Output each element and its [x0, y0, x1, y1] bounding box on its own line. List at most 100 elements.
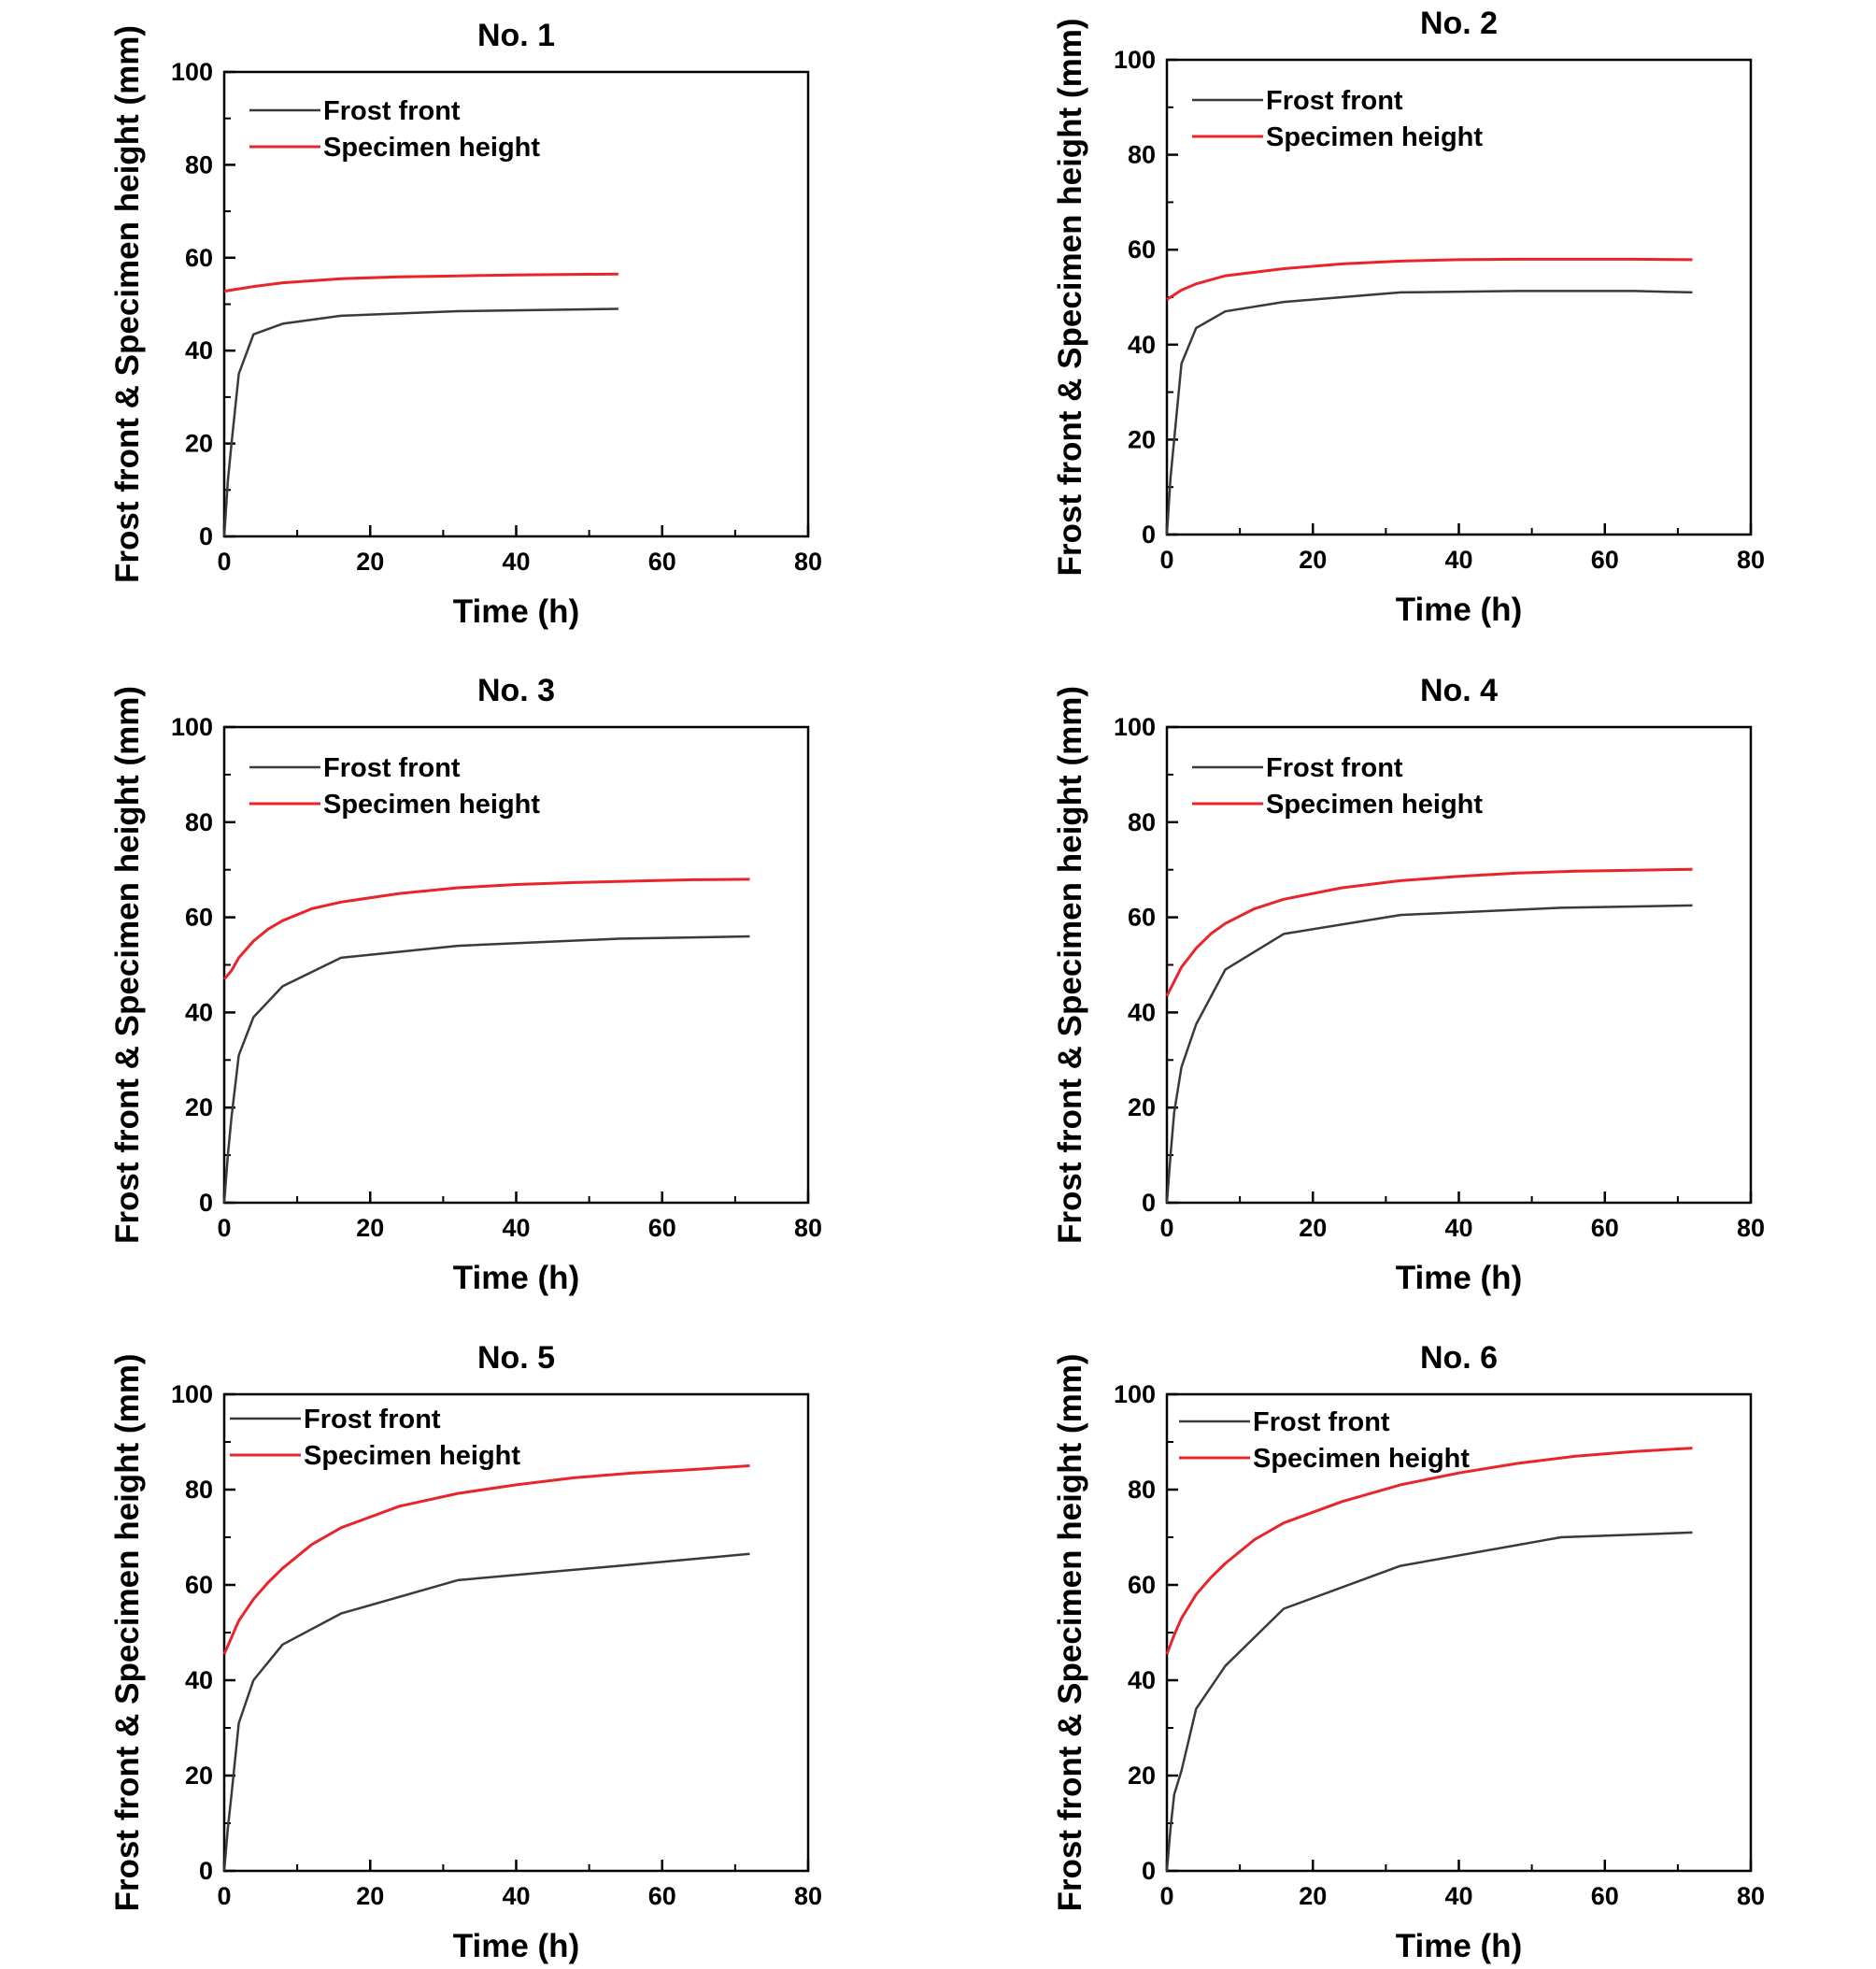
legend-label: Frost front: [323, 96, 461, 126]
x-tick-label: 20: [356, 1214, 384, 1242]
y-tick-label: 60: [1128, 904, 1156, 932]
x-tick-label: 40: [502, 548, 530, 576]
legend-label: Frost front: [1266, 86, 1403, 116]
y-tick-label: 80: [1128, 1476, 1156, 1504]
legend-label: Specimen height: [1266, 790, 1483, 820]
y-tick-label: 60: [185, 904, 213, 932]
x-tick-label: 60: [1591, 1214, 1619, 1242]
x-tick-label: 0: [1159, 1214, 1173, 1242]
x-axis-label: Time (h): [1396, 1260, 1522, 1296]
y-tick-label: 0: [199, 1857, 213, 1885]
y-tick-label: 40: [1128, 331, 1156, 359]
frost-front-line: [222, 307, 618, 537]
x-tick-label: 0: [1159, 1882, 1173, 1910]
specimen-height-line: [1165, 867, 1693, 997]
chart-title: No. 4: [1420, 673, 1498, 708]
x-tick-label: 0: [1159, 546, 1173, 574]
y-tick-label: 0: [199, 522, 213, 550]
y-tick-label: 60: [185, 1571, 213, 1599]
y-tick-label: 20: [1128, 425, 1156, 453]
y-tick-label: 100: [171, 58, 213, 86]
x-axis-label: Time (h): [1396, 1928, 1522, 1964]
y-tick-label: 80: [185, 150, 213, 178]
chart-panel-6: No. 6 0 20 40 60 80 0 20 40 60 80 100 Time (h) Frost …: [1052, 1340, 1765, 1964]
chart-panel-5: No. 5 0 20 40 60 80 0 20 40 60 80 100 Time (h) Frost …: [109, 1340, 822, 1964]
x-axis-label: Time (h): [453, 1928, 579, 1964]
y-tick-label: 20: [185, 430, 213, 458]
chart-title: No. 3: [477, 673, 555, 708]
y-axis-label: Frost front & Specimen height (mm): [1052, 19, 1088, 577]
y-tick-label: 40: [1128, 1666, 1156, 1694]
y-tick-label: 80: [185, 808, 213, 836]
chart-title: No. 5: [477, 1340, 555, 1376]
chart-title: No. 1: [477, 18, 555, 53]
x-axis-label: Time (h): [453, 1260, 579, 1296]
y-tick-label: 100: [1114, 713, 1156, 741]
x-tick-label: 40: [1444, 1882, 1472, 1910]
chart-title: No. 2: [1420, 6, 1498, 41]
y-tick-label: 100: [171, 713, 213, 741]
y-axis-label: Frost front & Specimen height (mm): [109, 25, 146, 583]
y-tick-label: 80: [1128, 808, 1156, 836]
legend-label: Frost front: [323, 753, 461, 783]
frost-front-line: [1165, 290, 1693, 535]
x-tick-label: 80: [794, 1882, 822, 1910]
y-axis-label: Frost front & Specimen height (mm): [1052, 1354, 1088, 1912]
chart-panel-1: No. 1 0 20 40 60 80 0 20 40 60 80 100 Time (h) Frost …: [109, 18, 822, 630]
y-tick-label: 20: [185, 1762, 213, 1790]
y-tick-label: 100: [1114, 1380, 1156, 1408]
y-axis-label: Frost front & Specimen height (mm): [1052, 686, 1088, 1244]
x-tick-label: 80: [794, 548, 822, 576]
x-tick-label: 40: [502, 1882, 530, 1910]
y-tick-label: 20: [1128, 1762, 1156, 1790]
chart-title: No. 6: [1420, 1340, 1498, 1376]
y-tick-label: 40: [1128, 998, 1156, 1026]
y-tick-label: 40: [185, 1666, 213, 1694]
x-tick-label: 20: [356, 548, 384, 576]
x-tick-label: 20: [1299, 1214, 1327, 1242]
y-tick-label: 20: [1128, 1093, 1156, 1121]
y-tick-label: 100: [171, 1380, 213, 1408]
y-tick-label: 20: [185, 1093, 213, 1121]
specimen-height-line: [223, 272, 618, 293]
specimen-height-line: [1166, 257, 1693, 301]
x-axis-label: Time (h): [1396, 592, 1522, 628]
frost-front-line: [1165, 904, 1693, 1204]
legend-label: Frost front: [1253, 1407, 1390, 1437]
y-tick-label: 0: [199, 1189, 213, 1217]
y-tick-label: 60: [1128, 235, 1156, 264]
x-tick-label: 60: [1591, 1882, 1619, 1910]
x-tick-label: 0: [217, 548, 231, 576]
legend-label: Specimen height: [1253, 1444, 1470, 1474]
x-tick-label: 80: [1737, 1214, 1765, 1242]
x-tick-label: 40: [502, 1214, 530, 1242]
x-tick-label: 0: [217, 1882, 231, 1910]
y-tick-label: 60: [1128, 1571, 1156, 1599]
legend-label: Specimen height: [323, 133, 540, 163]
legend-label: Specimen height: [304, 1441, 520, 1471]
y-tick-label: 0: [1142, 521, 1156, 549]
specimen-height-line: [222, 877, 750, 980]
y-tick-label: 80: [185, 1476, 213, 1504]
x-tick-label: 80: [1737, 546, 1765, 574]
y-tick-label: 0: [1142, 1189, 1156, 1217]
x-tick-label: 80: [794, 1214, 822, 1242]
y-tick-label: 100: [1114, 46, 1156, 74]
chart-panel-4: No. 4 0 20 40 60 80 0 20 40 60 80 100 Time (h) Frost …: [1052, 673, 1765, 1296]
y-axis-label: Frost front & Specimen height (mm): [109, 1354, 146, 1912]
chart-panel-2: No. 2 0 20 40 60 80 0 20 40 60 80 100 Time (h) Frost …: [1052, 6, 1765, 628]
y-tick-label: 80: [1128, 141, 1156, 169]
x-tick-label: 60: [648, 1882, 676, 1910]
specimen-height-line: [1165, 1447, 1693, 1655]
legend-label: Frost front: [304, 1405, 441, 1434]
x-tick-label: 60: [648, 548, 676, 576]
y-tick-label: 40: [185, 336, 213, 364]
legend-label: Specimen height: [1266, 122, 1483, 152]
x-tick-label: 80: [1737, 1882, 1765, 1910]
legend-label: Frost front: [1266, 753, 1403, 783]
chart-panel-3: No. 3 0 20 40 60 80 0 20 40 60 80 100 Time (h) Frost …: [109, 673, 822, 1296]
x-tick-label: 60: [648, 1214, 676, 1242]
x-tick-label: 0: [217, 1214, 231, 1242]
specimen-height-line: [222, 1464, 750, 1655]
